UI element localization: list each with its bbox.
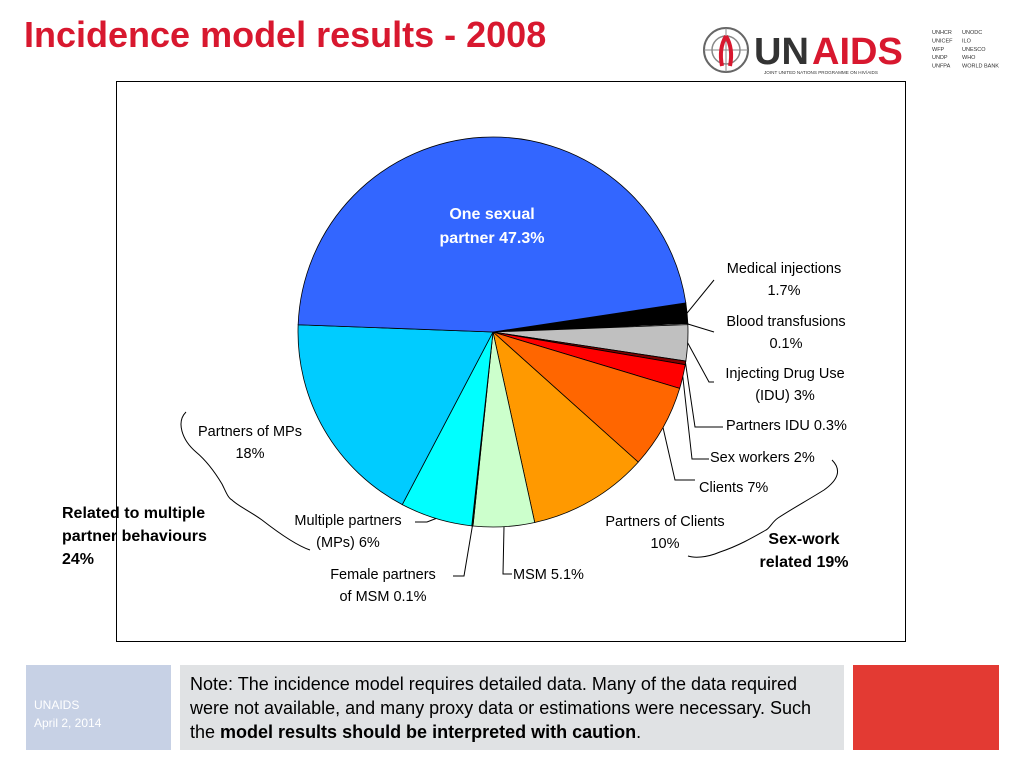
label-line: Sex workers 2%: [710, 450, 815, 466]
label-line: Partners IDU 0.3%: [726, 418, 847, 434]
label-line: 10%: [650, 536, 680, 552]
logo-cosponsor: UNESCO: [962, 47, 986, 53]
label-line: Partners of MPs: [198, 424, 302, 440]
label-clients: Clients 7%: [699, 477, 768, 499]
label-line: related 19%: [759, 554, 849, 571]
unaids-logo: UN AIDS JOINT UNITED NATIONS PROGRAMME O…: [703, 27, 999, 75]
note-suffix: .: [636, 722, 642, 742]
leader-line: [686, 279, 715, 314]
group-label-multiple-partners: Related to multiple partner behaviours 2…: [62, 502, 207, 571]
label-partners-idu: Partners IDU 0.3%: [726, 415, 847, 437]
label-line: Multiple partners: [294, 513, 402, 529]
label-line: Partners of Clients: [605, 514, 725, 530]
logo-cosponsor: UNDP: [932, 55, 948, 61]
label-line: partner behaviours: [62, 528, 207, 545]
label-line: Sex-work: [768, 531, 840, 548]
footer-date: April 2, 2014: [34, 716, 102, 730]
logo-cosponsor: UNODC: [962, 30, 982, 36]
label-line: Blood transfusions: [726, 314, 846, 330]
pie-slice: [297, 324, 494, 506]
label-sex-workers: Sex workers 2%: [710, 447, 815, 469]
label-line: 0.1%: [769, 336, 803, 352]
leader-line: [502, 526, 512, 575]
label-blood-transfusions: Blood transfusions 0.1%: [714, 311, 858, 355]
logo-tagline: JOINT UNITED NATIONS PROGRAMME ON HIV/AI…: [764, 70, 878, 75]
label-line: One sexual: [449, 206, 535, 223]
label-partners-of-mps: Partners of MPs 18%: [192, 421, 308, 465]
label-line: partner 47.3%: [439, 230, 545, 247]
label-line: 1.7%: [767, 283, 801, 299]
logo-cosponsor: WFP: [932, 47, 945, 53]
label-line: 24%: [62, 551, 95, 568]
logo-cosponsor: UNHCR: [932, 30, 952, 36]
label-line: MSM 5.1%: [513, 567, 584, 583]
label-line: Clients 7%: [699, 480, 769, 496]
logo-cosponsor: UNICEF: [932, 38, 953, 44]
logo-cosponsor: WHO: [962, 55, 976, 61]
label-line: Female partners: [330, 567, 436, 583]
label-line: (IDU) 3%: [755, 388, 815, 404]
footer-right-panel: [853, 665, 999, 750]
logo-cosponsor: UNFPA: [932, 64, 951, 70]
group-label-sex-work: Sex-work related 19%: [752, 528, 856, 574]
leader-line: [453, 525, 473, 577]
logo-un: UN: [754, 31, 809, 73]
leader-line: [682, 376, 709, 460]
label-one-sexual-partner: One sexual partner 47.3%: [417, 203, 567, 251]
note-box: Note: The incidence model requires detai…: [180, 665, 844, 750]
leader-line: [687, 323, 715, 333]
label-partners-of-clients: Partners of Clients 10%: [599, 511, 731, 555]
pie-chart: [297, 136, 723, 577]
note-bold-text: model results should be interpreted with…: [220, 722, 637, 742]
logo-aids: AIDS: [812, 31, 903, 73]
label-multiple-partners: Multiple partners (MPs) 6%: [285, 510, 411, 554]
label-line: (MPs) 6%: [316, 535, 380, 551]
leader-line: [415, 518, 437, 523]
footer-left-panel: UNAIDS April 2, 2014: [26, 665, 171, 750]
leader-line: [685, 362, 723, 428]
label-medical-injections: Medical injections 1.7%: [714, 258, 854, 302]
label-msm: MSM 5.1%: [513, 564, 584, 586]
un-emblem-icon: [703, 27, 749, 73]
leader-line: [662, 427, 695, 481]
label-line: Medical injections: [726, 261, 842, 277]
label-female-partners-msm: Female partners of MSM 0.1%: [320, 564, 446, 608]
logo-cosponsor: ILO: [962, 38, 972, 44]
note-text: Note: The incidence model requires detai…: [190, 674, 811, 742]
logo-cosponsor: WORLD BANK: [962, 64, 999, 70]
pie-slice: [492, 330, 639, 523]
pie-slice: [297, 136, 687, 333]
slide-title: Incidence model results - 2008: [24, 14, 547, 55]
leader-line: [687, 342, 714, 383]
label-line: of MSM 0.1%: [339, 589, 427, 605]
footer-org: UNAIDS: [34, 698, 80, 712]
label-line: 18%: [235, 446, 265, 462]
label-line: Injecting Drug Use: [725, 366, 845, 382]
label-idu: Injecting Drug Use (IDU) 3%: [714, 363, 856, 407]
label-line: Related to multiple: [62, 505, 206, 522]
